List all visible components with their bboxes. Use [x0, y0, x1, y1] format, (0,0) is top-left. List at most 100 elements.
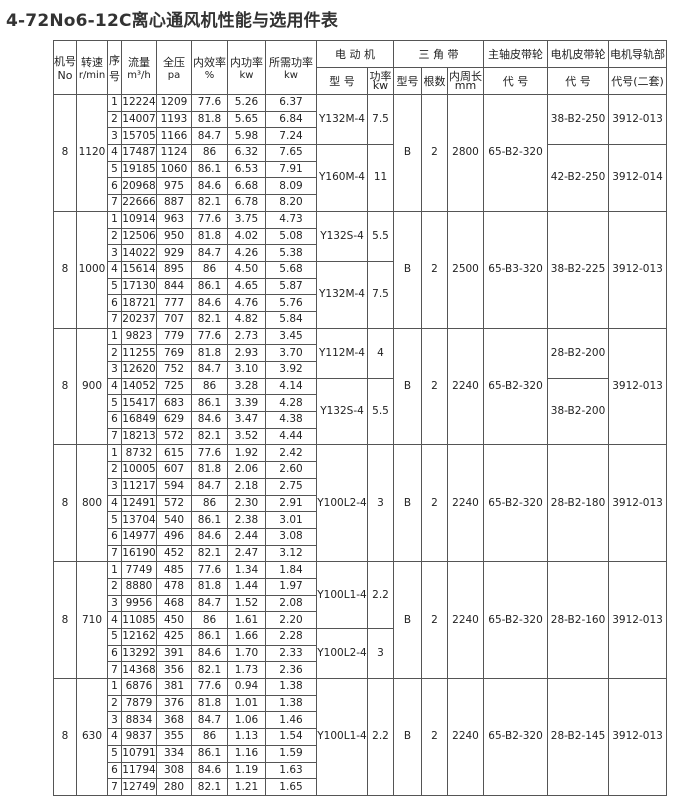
pressure: 752 — [156, 361, 192, 379]
table-row: 5 12162 425 86.1 1.66 2.28 Y100L2-4 3 — [54, 627, 667, 680]
required-power: 5.08 — [265, 227, 317, 246]
motor-power: 7.5 — [367, 93, 394, 146]
efficiency: 86.1 — [191, 277, 228, 296]
required-power: 4.14 — [265, 377, 317, 396]
pressure: 540 — [156, 511, 192, 529]
internal-power: 3.28 — [227, 377, 266, 396]
flow: 9823 — [121, 327, 157, 346]
required-power: 1.65 — [265, 778, 317, 796]
flow: 16190 — [121, 544, 157, 563]
required-power: 4.73 — [265, 210, 317, 229]
internal-power: 6.78 — [227, 194, 266, 212]
pressure: 356 — [156, 661, 192, 680]
pressure: 355 — [156, 728, 192, 746]
machine-no: 8 — [53, 678, 77, 796]
internal-power: 3.10 — [227, 361, 266, 379]
motor-pulley-code: 28-B2-180 — [547, 444, 610, 563]
col-seq: 序号 — [107, 40, 122, 95]
flow: 8732 — [121, 444, 157, 463]
pressure: 334 — [156, 744, 192, 763]
flow: 7879 — [121, 694, 157, 713]
table-row: 8 800 1 8732 615 77.6 1.92 2.42 Y100L2-4 3 B 2 2240 6… — [53, 444, 668, 563]
machine-no: 8 — [53, 94, 77, 212]
flow: 15417 — [121, 394, 157, 413]
machine-no: 8 — [53, 210, 77, 329]
required-power: 5.38 — [265, 244, 317, 262]
flow: 7749 — [121, 561, 157, 579]
efficiency: 84.7 — [191, 711, 228, 730]
pressure: 629 — [156, 411, 192, 429]
flow: 22666 — [121, 194, 157, 212]
speed: 1120 — [76, 94, 108, 212]
col-rail-code: 代号(二套) — [608, 67, 668, 95]
efficiency: 84.6 — [191, 644, 228, 663]
shaft-pulley-code: 65-B2-320 — [483, 327, 549, 446]
rail-code: 3912-013 — [608, 561, 668, 680]
col-required-power: 所需功率 kw — [265, 40, 317, 95]
pressure: 594 — [156, 477, 192, 496]
seq: 3 — [107, 594, 122, 613]
flow: 9837 — [121, 728, 157, 746]
pressure: 725 — [156, 377, 192, 396]
motor-pulley-code: 42-B2-250 — [547, 144, 610, 212]
seq: 4 — [107, 260, 122, 279]
table-row: 5 17130 844 86.1 4.65 5.87 — [54, 277, 667, 296]
belt-type: B — [393, 561, 422, 680]
belt-length: 2240 — [446, 561, 485, 680]
rail-code: 3912-013 — [608, 210, 668, 329]
machine-no: 8 — [53, 444, 77, 563]
required-power: 3.45 — [265, 327, 317, 346]
internal-power: 2.44 — [227, 527, 266, 546]
motor-model: Y100L2-4 — [316, 444, 368, 563]
required-power: 5.84 — [265, 310, 317, 329]
seq: 2 — [107, 577, 122, 596]
efficiency: 86 — [191, 494, 228, 513]
belt-count: 2 — [421, 678, 448, 796]
required-power: 1.97 — [265, 577, 317, 596]
flow: 14007 — [121, 110, 157, 129]
seq: 6 — [107, 411, 122, 429]
col-belt-type: 型号 — [393, 67, 422, 95]
belt-type: B — [393, 94, 422, 212]
required-power: 2.33 — [265, 644, 317, 663]
table-row: 4 17487 1124 86 6.32 7.65 Y160M-4 11 42-B2-250 39… — [54, 144, 668, 212]
pressure: 478 — [156, 577, 192, 596]
seq: 5 — [107, 160, 122, 179]
belt-length: 2240 — [446, 678, 485, 796]
flow: 16849 — [121, 411, 157, 429]
efficiency: 77.6 — [191, 327, 228, 346]
motor-power: 4 — [367, 327, 394, 379]
seq: 3 — [107, 127, 122, 146]
flow: 12506 — [121, 227, 157, 246]
col-group-motor: 电 动 机 — [316, 40, 394, 68]
table-row: 4 9837 355 86 1.13 1.54 — [54, 728, 667, 746]
motor-model: Y132M-4 — [316, 260, 368, 329]
seq: 1 — [107, 210, 122, 229]
table-row: 5 10791 334 86.1 1.16 1.59 — [54, 744, 667, 763]
flow: 8834 — [121, 711, 157, 730]
pressure: 779 — [156, 327, 192, 346]
pressure: 683 — [156, 394, 192, 413]
speed: 630 — [76, 678, 108, 796]
rail-code: 3912-013 — [608, 327, 668, 446]
required-power: 2.20 — [265, 611, 317, 629]
flow: 12491 — [121, 494, 157, 513]
pressure: 1060 — [156, 160, 192, 179]
efficiency: 82.1 — [191, 194, 228, 212]
efficiency: 86.1 — [191, 394, 228, 413]
required-power: 1.59 — [265, 744, 317, 763]
flow: 10005 — [121, 461, 157, 479]
internal-power: 1.66 — [227, 628, 266, 646]
efficiency: 86.1 — [191, 628, 228, 646]
pressure: 1209 — [156, 94, 192, 112]
seq: 6 — [107, 294, 122, 312]
pressure: 425 — [156, 628, 192, 646]
table-row: 8 1120 1 12224 1209 77.6 5.26 6.37 Y132M-4 7.5 B 2 2… — [53, 93, 668, 212]
table-row: 7 12749 280 82.1 1.21 1.65 — [54, 778, 667, 796]
seq: 7 — [107, 661, 122, 680]
seq: 2 — [107, 694, 122, 713]
table-row: 8 900 1 9823 779 77.6 2.73 3.45 Y112M-4 4 B 2 2240 65… — [53, 327, 668, 446]
flow: 14022 — [121, 244, 157, 262]
rail-code: 3912-013 — [608, 93, 668, 146]
internal-power: 1.21 — [227, 778, 266, 796]
